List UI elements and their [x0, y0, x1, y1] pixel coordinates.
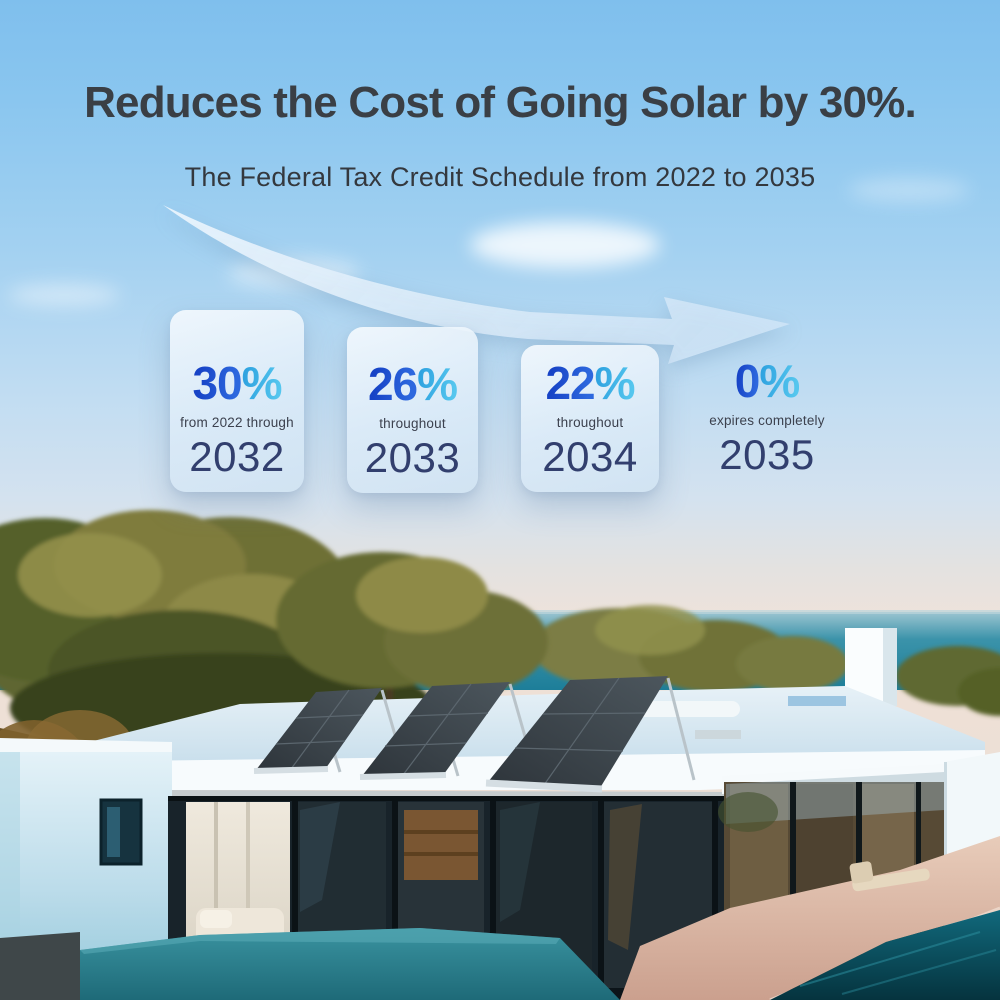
solar-panel [359, 682, 536, 780]
credit-year: 2032 [189, 433, 285, 480]
credit-caption: from 2022 through [180, 415, 294, 430]
credit-caption: throughout [379, 416, 446, 431]
terrace [0, 928, 620, 1000]
trees-right [532, 605, 1000, 716]
credit-caption: throughout [556, 415, 624, 430]
rooftop-solar-panels [253, 676, 696, 793]
page-title: Reduces the Cost of Going Solar by 30%. [84, 78, 917, 127]
credit-step-card: 26% throughout 2033 [347, 327, 478, 493]
credit-year: 2035 [719, 431, 815, 478]
credit-year: 2034 [542, 433, 638, 480]
credit-percent: 30% [192, 357, 282, 409]
credit-year: 2033 [364, 434, 461, 481]
page-subtitle: The Federal Tax Credit Schedule from 202… [184, 162, 816, 192]
lounger [849, 861, 930, 892]
pool [770, 910, 1000, 1000]
cloud [848, 178, 970, 202]
solar-panel [253, 688, 406, 774]
background-scene [0, 510, 1000, 1000]
cloud [470, 222, 660, 268]
credit-step-card: 30% from 2022 through 2032 [170, 310, 304, 492]
trees-left [0, 510, 548, 763]
credit-percent: 0% [734, 355, 800, 407]
solar-panel [485, 676, 696, 793]
credit-percent: 26% [367, 358, 458, 410]
small-window [99, 798, 143, 866]
credit-step: 0% expires completely 2035 [697, 352, 837, 478]
credit-caption: expires completely [709, 413, 825, 428]
credit-step-card: 22% throughout 2034 [521, 345, 659, 492]
credit-percent: 22% [545, 357, 635, 409]
cloud [8, 284, 120, 306]
